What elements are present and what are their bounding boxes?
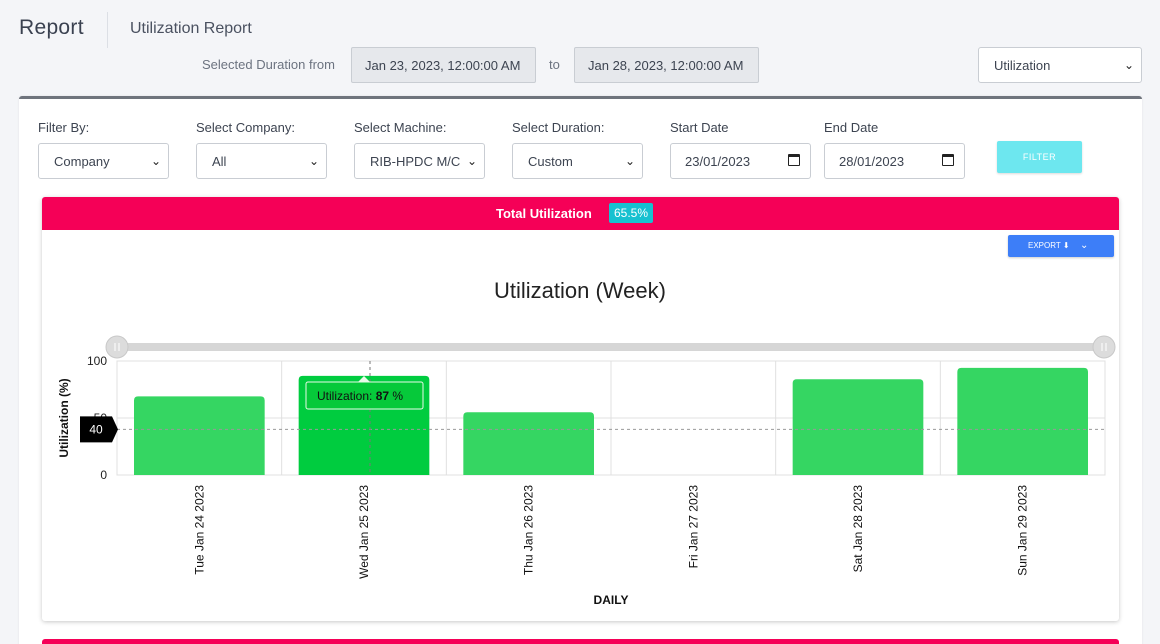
- export-button[interactable]: EXPORT ⬇ ⌄: [1008, 235, 1114, 257]
- company-label: Select Company:: [196, 120, 295, 135]
- chevron-down-icon: ⌄: [624, 154, 635, 168]
- duration-select[interactable]: Custom ⌄: [512, 143, 643, 179]
- company-select[interactable]: All ⌄: [196, 143, 327, 179]
- end-date-input[interactable]: 28/01/2023: [824, 143, 965, 179]
- filter-by-select[interactable]: Company ⌄: [38, 143, 169, 179]
- report-type-select[interactable]: Utilization ⌄: [978, 47, 1142, 83]
- chevron-down-icon: ⌄: [1123, 58, 1134, 72]
- duration-select-label: Select Duration:: [512, 120, 605, 135]
- report-type-value: Utilization: [994, 58, 1051, 73]
- export-label: EXPORT ⬇: [1028, 241, 1070, 250]
- machine-value: RIB-HPDC M/C: [370, 154, 461, 169]
- header-divider: [107, 12, 108, 48]
- company-value: All: [212, 154, 227, 169]
- next-card-banner: [42, 639, 1119, 644]
- start-date-label: Start Date: [670, 120, 729, 135]
- total-utilization-badge: 65.5%: [609, 203, 654, 223]
- end-date-value: 28/01/2023: [839, 154, 905, 169]
- chevron-down-icon: ⌄: [466, 154, 477, 168]
- total-utilization-banner: [42, 197, 1119, 230]
- duration-to-field: Jan 28, 2023, 12:00:00 AM: [574, 47, 759, 83]
- utilization-chart-card: Total Utilization 65.5% EXPORT ⬇ ⌄: [42, 197, 1119, 621]
- calendar-icon[interactable]: [942, 154, 954, 166]
- total-utilization-label: Total Utilization: [496, 206, 592, 221]
- filter-button[interactable]: FILTER: [997, 141, 1082, 173]
- chevron-down-icon: ⌄: [1080, 240, 1089, 251]
- start-date-input[interactable]: 23/01/2023: [670, 143, 811, 179]
- page-subtitle: Utilization Report: [130, 20, 252, 37]
- duration-label: Selected Duration from: [202, 57, 335, 72]
- filter-by-label: Filter By:: [38, 120, 90, 135]
- start-date-value: 23/01/2023: [685, 154, 751, 169]
- machine-select[interactable]: RIB-HPDC M/C ⌄: [354, 143, 485, 179]
- chevron-down-icon: ⌄: [150, 154, 161, 168]
- calendar-icon[interactable]: [788, 154, 800, 166]
- machine-label: Select Machine:: [354, 120, 447, 135]
- chevron-down-icon: ⌄: [308, 154, 319, 168]
- duration-value: Custom: [528, 154, 573, 169]
- duration-from-field: Jan 23, 2023, 12:00:00 AM: [351, 47, 536, 83]
- filter-by-value: Company: [54, 154, 110, 169]
- duration-to-label: to: [549, 57, 560, 72]
- end-date-label: End Date: [824, 120, 879, 135]
- page-title: Report: [19, 16, 84, 39]
